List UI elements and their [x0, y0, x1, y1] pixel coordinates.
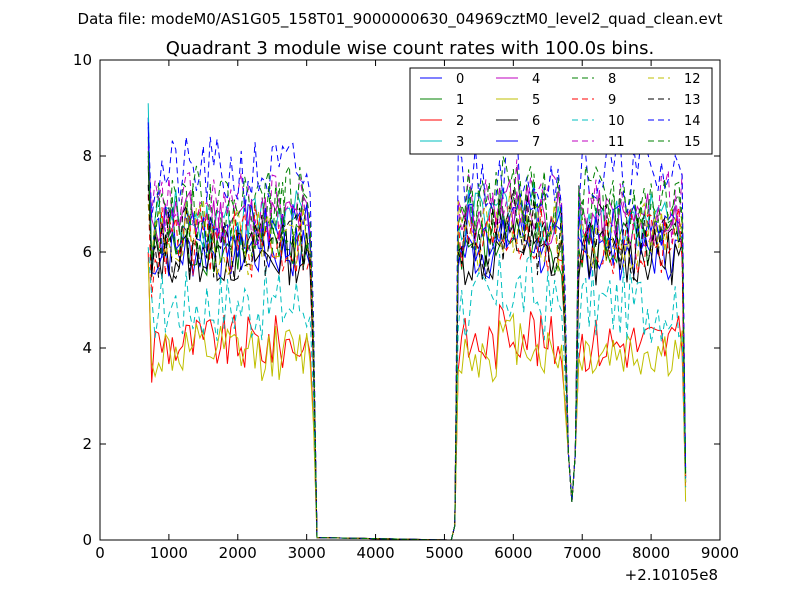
series-line-7: [147, 127, 687, 540]
x-tick-label: 2000: [219, 544, 257, 562]
series-line-13: [147, 184, 687, 540]
series-line-2: [147, 251, 687, 540]
series-line-5: [147, 261, 687, 540]
y-tick-label: 0: [82, 531, 92, 549]
y-tick-label: 4: [82, 339, 92, 357]
y-tick-label: 6: [82, 243, 92, 261]
legend-label-12: 12: [684, 72, 701, 87]
plot-frame: [99, 59, 721, 541]
legend-label-7: 7: [532, 135, 540, 150]
x-tick-label: 8000: [632, 544, 670, 562]
legend-label-0: 0: [456, 72, 464, 87]
legend-label-15: 15: [684, 135, 701, 150]
x-tick-label: 0: [95, 544, 105, 562]
legend-frame: [409, 67, 713, 155]
series-line-15: [147, 151, 687, 540]
x-tick-label: 4000: [356, 544, 394, 562]
x-tick-label: 1000: [150, 544, 188, 562]
series-line-12: [147, 191, 687, 540]
legend-label-14: 14: [684, 114, 701, 129]
legend-label-3: 3: [456, 135, 464, 150]
y-tick-label: 8: [82, 147, 92, 165]
legend-label-10: 10: [608, 114, 625, 129]
legend-label-9: 9: [608, 93, 616, 108]
x-tick-label: 9000: [701, 544, 739, 562]
series-line-10: [147, 247, 687, 540]
x-tick-label: 5000: [425, 544, 463, 562]
legend-label-4: 4: [532, 72, 540, 87]
x-axis: 0 1000 2000 3000 4000 5000 6000 7000 8000 9000: [95, 60, 739, 562]
series-line-11: [147, 159, 687, 540]
legend-label-13: 13: [684, 93, 701, 108]
legend-label-5: 5: [532, 93, 540, 108]
legend-label-1: 1: [456, 93, 464, 108]
x-offset-label: +2.10105e8: [625, 566, 718, 584]
legend-label-2: 2: [456, 114, 464, 129]
y-tick-label: 2: [82, 435, 92, 453]
y-tick-label: 10: [73, 51, 92, 69]
chart-title: Quadrant 3 module wise count rates with …: [166, 38, 655, 59]
x-tick-label: 3000: [288, 544, 326, 562]
series-line-9: [147, 194, 687, 540]
x-tick-label: 7000: [563, 544, 601, 562]
legend-label-11: 11: [608, 135, 625, 150]
legend-label-8: 8: [608, 72, 616, 87]
x-tick-label: 6000: [494, 544, 532, 562]
legend-label-6: 6: [532, 114, 540, 129]
figure-suptitle: Data file: modeM0/AS1G05_158T01_90000006…: [78, 10, 723, 29]
series-layer: [147, 103, 687, 540]
